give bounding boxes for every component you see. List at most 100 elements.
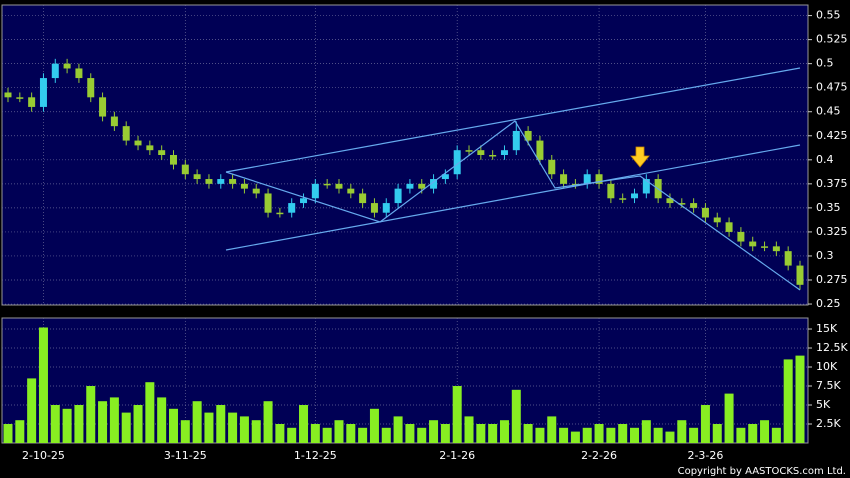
candle-body: [110, 116, 118, 127]
volume-bar: [630, 427, 640, 443]
candle-body: [465, 150, 473, 152]
candle-body: [4, 92, 12, 98]
candle-body: [323, 183, 331, 186]
candle-body: [784, 251, 792, 266]
volume-bar: [523, 424, 533, 443]
candle-body: [99, 97, 107, 117]
x-tick-label: 3-11-25: [164, 449, 207, 462]
candle-body: [370, 203, 378, 213]
y-tick-label: 0.55: [816, 9, 841, 22]
volume-bar: [62, 408, 72, 443]
volume-bar: [393, 416, 403, 443]
candle-body: [158, 150, 166, 155]
candle-body: [666, 198, 674, 204]
candle-body: [205, 179, 213, 184]
candle-body: [524, 130, 532, 141]
candle-body: [347, 188, 355, 194]
volume-bar: [121, 412, 131, 443]
volume-bar: [38, 327, 48, 443]
candle-body: [335, 183, 343, 189]
candle-body: [28, 97, 36, 107]
candle-body: [75, 68, 83, 79]
candle-body: [453, 150, 461, 175]
candle-body: [288, 203, 296, 213]
price-panel: [1, 4, 809, 306]
y-tick-label: 0.525: [816, 33, 848, 46]
volume-bar: [145, 382, 155, 443]
candle-body: [489, 155, 497, 157]
candle-body: [264, 193, 272, 213]
candle-body: [300, 198, 308, 204]
volume-bar: [641, 420, 651, 443]
volume-bar: [74, 405, 84, 443]
volume-bar: [724, 393, 734, 443]
volume-bar: [677, 420, 687, 443]
candle-body: [761, 246, 769, 248]
x-tick-label: 2-2-26: [581, 449, 617, 462]
volume-bar: [689, 427, 699, 443]
trend-lines: [225, 67, 801, 291]
y-tick-label: 2.5K: [816, 417, 841, 430]
volume-bar: [712, 424, 722, 443]
y-tick-label: 0.25: [816, 297, 841, 310]
y-tick-label: 7.5K: [816, 379, 841, 392]
y-tick-label: 0.275: [816, 273, 848, 286]
candle-body: [548, 159, 556, 175]
volume-bar: [109, 397, 119, 443]
volume-bar: [251, 420, 261, 443]
volume-bar: [440, 424, 450, 443]
volume-bar: [98, 401, 108, 443]
volume-bar: [452, 386, 462, 443]
volume-bar: [381, 427, 391, 443]
volume-bar: [216, 405, 226, 443]
candle-body: [749, 241, 757, 247]
y-tick-label: 0.45: [816, 105, 841, 118]
y-tick-label: 5K: [816, 398, 831, 411]
candle-body: [63, 63, 71, 69]
volume-bar: [358, 427, 368, 443]
volume-bar: [582, 427, 592, 443]
volume-bar: [606, 427, 616, 443]
candle-body: [418, 183, 426, 189]
candle-body: [394, 188, 402, 204]
candle-body: [512, 130, 520, 151]
volume-bar: [369, 408, 379, 443]
volume-bar: [748, 424, 758, 443]
candle-body: [39, 78, 47, 107]
volume-bar: [168, 408, 178, 443]
volume-bar: [795, 355, 805, 443]
copyright: Copyright by AASTOCKS.com Ltd.: [678, 466, 846, 477]
volume-bar: [464, 416, 474, 443]
volume-bar: [429, 420, 439, 443]
y-tick-label: 0.4: [816, 153, 834, 166]
volume-bar: [570, 431, 580, 443]
candle-body: [796, 265, 804, 285]
volume-bar: [594, 424, 604, 443]
zigzag: [225, 120, 801, 291]
volume-bar: [204, 412, 214, 443]
candle-body: [441, 174, 449, 180]
volume-bar: [15, 420, 25, 443]
candle-body: [619, 198, 627, 200]
volume-bar: [736, 427, 746, 443]
candle-body: [382, 203, 390, 213]
volume-bar: [499, 420, 509, 443]
volume-bar: [346, 424, 356, 443]
volume-bar: [547, 416, 557, 443]
volume-bar: [783, 359, 793, 443]
candle-body: [51, 63, 59, 79]
candle-body: [536, 140, 544, 160]
candle-body: [276, 212, 284, 215]
volume-bar: [417, 427, 427, 443]
volume-bar: [760, 420, 770, 443]
volume-bar: [3, 424, 13, 443]
volume-bar: [299, 405, 309, 443]
volume-bar: [180, 420, 190, 443]
y-tick-label: 10K: [816, 360, 838, 373]
volume-bar: [559, 427, 569, 443]
x-tick-label: 2-3-26: [687, 449, 723, 462]
candle-body: [87, 78, 95, 98]
candle-body: [607, 183, 615, 199]
volume-bar: [476, 424, 486, 443]
candle-body: [169, 155, 177, 165]
